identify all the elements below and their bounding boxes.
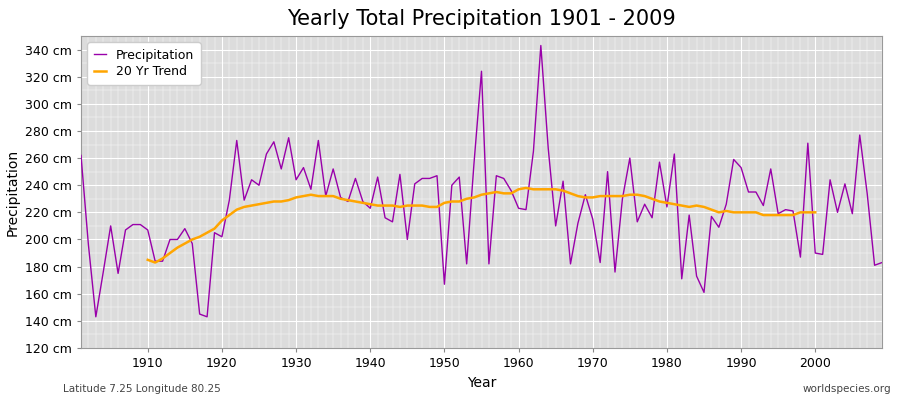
Precipitation (513, 206, 524, 211)
Text: worldspecies.org: worldspecies.org (803, 384, 891, 394)
Precipitation (305, 187, 316, 192)
Line: Precipitation: Precipitation (81, 46, 882, 317)
Precipitation (520, 207, 531, 212)
Precipitation (350, 176, 361, 181)
20 Yr Trend (305, 192, 316, 197)
20 Yr Trend (320, 194, 331, 198)
Line: 20 Yr Trend: 20 Yr Trend (148, 188, 815, 262)
20 Yr Trend (803, 210, 814, 215)
Precipitation (90, 314, 101, 319)
Title: Yearly Total Precipitation 1901 - 2009: Yearly Total Precipitation 1901 - 2009 (287, 9, 676, 29)
Legend: Precipitation, 20 Yr Trend: Precipitation, 20 Yr Trend (87, 42, 201, 84)
20 Yr Trend (149, 260, 160, 265)
Precipitation (536, 43, 546, 48)
20 Yr Trend (810, 210, 821, 215)
X-axis label: Year: Year (467, 376, 496, 390)
20 Yr Trend (543, 187, 553, 192)
Precipitation (617, 196, 628, 201)
20 Yr Trend (520, 186, 531, 190)
Text: Latitude 7.25 Longitude 80.25: Latitude 7.25 Longitude 80.25 (63, 384, 220, 394)
Precipitation (142, 228, 153, 232)
20 Yr Trend (721, 208, 732, 213)
Y-axis label: Precipitation: Precipitation (5, 148, 20, 236)
20 Yr Trend (142, 258, 153, 262)
Precipitation (76, 153, 86, 158)
Precipitation (877, 260, 887, 265)
20 Yr Trend (231, 207, 242, 212)
